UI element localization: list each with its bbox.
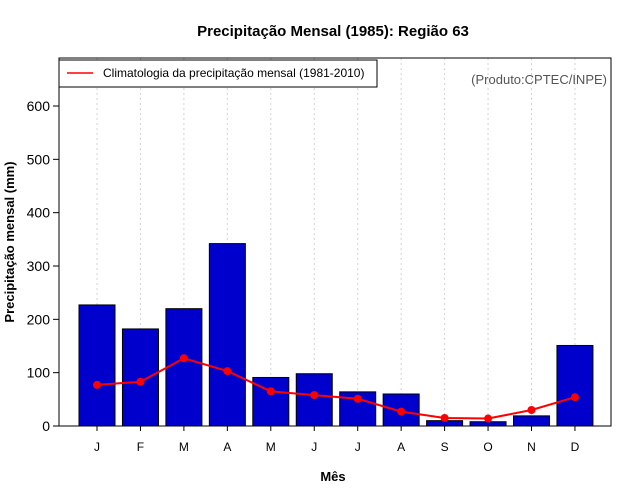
x-tick-label: S: [441, 440, 449, 454]
x-tick-label: J: [311, 440, 317, 454]
x-tick-label: N: [527, 440, 536, 454]
climatology-point-1: [136, 377, 145, 386]
climatology-series: [93, 354, 579, 423]
climatology-point-9: [484, 414, 493, 423]
x-tick-label: M: [179, 440, 189, 454]
climatology-point-10: [527, 406, 536, 414]
x-tick-label: A: [223, 440, 231, 454]
y-tick-label: 500: [27, 151, 51, 167]
plot-frame: [58, 57, 612, 427]
legend: Climatologia da precipitação mensal (198…: [58, 59, 378, 88]
climatology-line: [96, 357, 576, 420]
y-axis-label: Precipitação mensal (mm): [2, 161, 17, 322]
bar-10: [513, 415, 550, 427]
bar-2: [165, 308, 203, 427]
climatology-point-0: [93, 380, 101, 389]
climatology-point-11: [570, 393, 579, 402]
bar-3: [208, 243, 246, 427]
bar-11: [556, 344, 594, 427]
y-tick-label: 600: [27, 98, 51, 114]
climatology-point-5: [310, 391, 319, 400]
bar-series: [78, 243, 594, 427]
x-tick-label: O: [483, 440, 492, 454]
y-tick-label: 100: [27, 365, 51, 381]
x-tick-label: A: [397, 440, 405, 454]
climatology-point-2: [179, 354, 188, 363]
legend-box: [58, 59, 378, 88]
climatology-point-4: [266, 387, 275, 396]
x-tick-label: J: [94, 440, 100, 454]
y-tick-label: 0: [42, 418, 50, 434]
bar-0: [78, 304, 116, 427]
y-tick-label: 400: [27, 205, 51, 221]
climatology-point-8: [440, 414, 449, 422]
credit-label: (Produto:CPTEC/INPE): [471, 72, 607, 87]
x-tick-label: J: [355, 440, 361, 454]
x-axis-label: Mês: [320, 469, 345, 484]
climatology-point-6: [353, 394, 362, 403]
x-tick-label: M: [266, 440, 276, 454]
bar-4: [252, 376, 290, 427]
bar-1: [121, 328, 159, 427]
climatology-point-3: [223, 367, 232, 376]
chart-title: Precipitação Mensal (1985): Região 63: [197, 23, 469, 40]
legend-entry-climatology: Climatologia da precipitação mensal (198…: [103, 66, 364, 80]
y-tick-label: 200: [27, 311, 51, 327]
y-axis: 0 100 200 300 400 500 600: [27, 98, 59, 434]
y-tick-label: 300: [27, 258, 51, 274]
bar-5: [295, 373, 333, 427]
x-tick-label: F: [137, 440, 144, 454]
x-tick-label: D: [571, 440, 580, 454]
climatology-point-7: [397, 407, 406, 416]
